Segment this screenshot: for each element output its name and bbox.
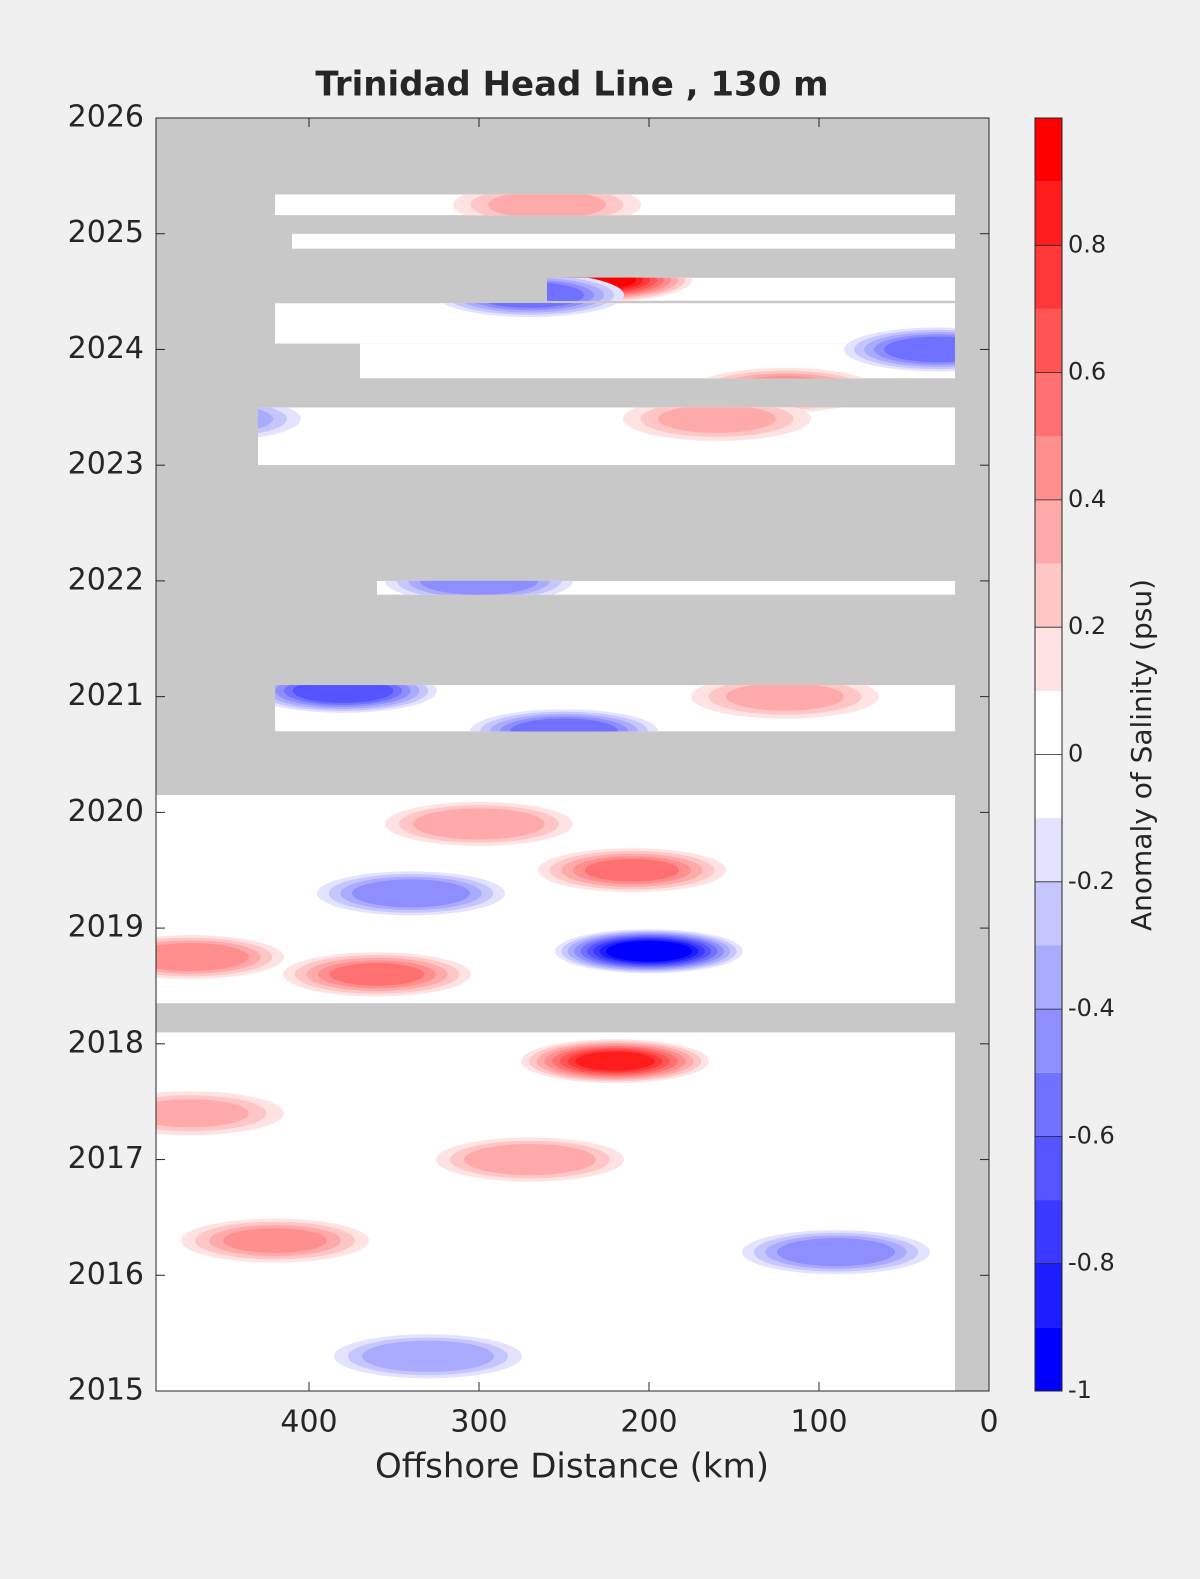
y-tick-label: 2023 bbox=[68, 447, 144, 482]
anomaly-core bbox=[584, 858, 680, 882]
plot-frame bbox=[155, 117, 990, 1392]
colorbar-tick-label: 0.4 bbox=[1068, 485, 1106, 513]
colorbar-band bbox=[1035, 1009, 1062, 1073]
coverage-band bbox=[292, 233, 955, 249]
x-tick-label: 200 bbox=[620, 1405, 677, 1440]
x-tick-label: 0 bbox=[979, 1405, 998, 1440]
colorbar-band bbox=[1035, 563, 1062, 628]
anomaly-core bbox=[376, 1343, 480, 1369]
colorbar-band bbox=[1035, 181, 1062, 246]
y-tick-label: 2016 bbox=[68, 1257, 144, 1292]
anomaly-core bbox=[488, 194, 606, 219]
y-tick-label: 2025 bbox=[68, 215, 144, 250]
colorbar-band bbox=[1035, 308, 1062, 373]
colorbar-band bbox=[1035, 818, 1062, 882]
y-tick-label: 2019 bbox=[68, 910, 144, 945]
y-tick-label: 2017 bbox=[68, 1141, 144, 1176]
anomaly-core bbox=[363, 882, 459, 905]
coverage-band bbox=[275, 303, 955, 344]
colorbar-tick-label: -0.8 bbox=[1068, 1249, 1115, 1277]
colorbar-band bbox=[1035, 1263, 1062, 1328]
colorbar-band bbox=[1035, 754, 1062, 819]
y-tick-label: 2020 bbox=[68, 794, 144, 829]
colorbar-tick-label: -1 bbox=[1068, 1376, 1092, 1404]
colorbar-tick-label: -0.2 bbox=[1068, 867, 1115, 895]
y-tick-label: 2022 bbox=[68, 562, 144, 597]
x-tick-label: 400 bbox=[280, 1405, 337, 1440]
anomaly-core bbox=[223, 1228, 327, 1253]
x-tick-label: 300 bbox=[450, 1405, 507, 1440]
chart-title: Trinidad Head Line , 130 m bbox=[315, 65, 828, 105]
anomaly-core bbox=[612, 942, 686, 961]
coverage-band bbox=[156, 1032, 955, 1391]
colorbar-tick-label: 0.8 bbox=[1068, 230, 1106, 258]
x-tick-label: 100 bbox=[790, 1405, 847, 1440]
colorbar-band bbox=[1035, 372, 1062, 437]
colorbar-tick-label: -0.4 bbox=[1068, 994, 1115, 1022]
anomaly-core bbox=[658, 404, 776, 433]
anomaly-core bbox=[478, 1147, 582, 1172]
y-tick-label: 2026 bbox=[68, 100, 144, 135]
colorbar-band bbox=[1035, 1200, 1062, 1264]
colorbar-band bbox=[1035, 1136, 1062, 1201]
colorbar-band bbox=[1035, 118, 1062, 182]
colorbar-tick-label: 0 bbox=[1068, 740, 1083, 768]
colorbar-band bbox=[1035, 245, 1062, 309]
colorbar-band bbox=[1035, 945, 1062, 1010]
colorbar-band bbox=[1035, 1327, 1062, 1391]
anomaly-core bbox=[301, 680, 385, 701]
y-tick-label: 2024 bbox=[68, 331, 144, 366]
y-tick-label: 2015 bbox=[68, 1373, 144, 1408]
anomaly-core bbox=[788, 1240, 884, 1264]
colorbar-band bbox=[1035, 499, 1062, 564]
y-tick-label: 2018 bbox=[68, 1025, 144, 1060]
anomaly-core bbox=[156, 1099, 249, 1128]
colorbar-band bbox=[1035, 627, 1062, 691]
colorbar-band bbox=[1035, 1072, 1062, 1137]
colorbar-label: Anomaly of Salinity (psu) bbox=[1125, 579, 1158, 931]
y-tick-label: 2021 bbox=[68, 678, 144, 713]
coverage-band bbox=[258, 407, 955, 466]
anomaly-core bbox=[427, 811, 531, 837]
anomaly-core bbox=[894, 338, 955, 361]
colorbar-tick-label: 0.6 bbox=[1068, 358, 1106, 386]
anomaly-core bbox=[156, 945, 238, 969]
colorbar-band bbox=[1035, 690, 1062, 755]
colorbar-tick-label: -0.6 bbox=[1068, 1121, 1115, 1149]
colorbar-band bbox=[1035, 436, 1062, 500]
anomaly-core bbox=[329, 963, 425, 986]
x-axis-label: Offshore Distance (km) bbox=[375, 1447, 769, 1487]
colorbar-tick-label: 0.2 bbox=[1068, 612, 1106, 640]
colorbar-band bbox=[1035, 881, 1062, 946]
anomaly-core bbox=[575, 1051, 655, 1071]
anomaly-core bbox=[726, 682, 844, 711]
